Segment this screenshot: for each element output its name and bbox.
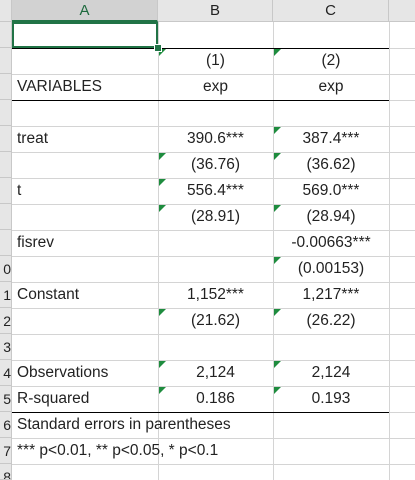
- treat-coef-2[interactable]: 387.4***: [302, 130, 360, 147]
- gridline: [12, 126, 415, 127]
- row-header[interactable]: 4: [0, 360, 12, 386]
- constant-coef-2[interactable]: 1,217***: [302, 286, 360, 303]
- row-header[interactable]: [0, 230, 12, 256]
- select-all-corner[interactable]: [0, 0, 12, 22]
- constant-se-1[interactable]: (21.62): [190, 312, 241, 329]
- row-header[interactable]: 0: [0, 256, 12, 282]
- fill-handle[interactable]: [154, 44, 162, 52]
- observations-1[interactable]: 2,124: [196, 364, 235, 381]
- t-coef-2[interactable]: 569.0***: [302, 182, 360, 199]
- text-number-indicator[interactable]: [274, 127, 281, 134]
- gridline: [12, 256, 415, 257]
- gridline: [158, 22, 159, 480]
- column-header-a[interactable]: A: [12, 0, 158, 22]
- rsquared-label[interactable]: R-squared: [17, 390, 90, 407]
- gridline: [12, 178, 415, 179]
- treat-label[interactable]: treat: [17, 130, 49, 147]
- row-header[interactable]: [0, 152, 12, 178]
- t-label[interactable]: t: [17, 182, 22, 199]
- gridline: [389, 22, 390, 480]
- observations-label[interactable]: Observations: [17, 364, 109, 381]
- gridline: [273, 22, 274, 480]
- constant-label[interactable]: Constant: [17, 286, 80, 303]
- gridline: [12, 74, 415, 75]
- dependent-var-1[interactable]: exp: [203, 78, 228, 95]
- text-number-indicator[interactable]: [274, 361, 281, 368]
- row-header[interactable]: [0, 74, 12, 100]
- fisrev-se-2[interactable]: (0.00153): [297, 260, 365, 277]
- t-coef-1[interactable]: 556.4***: [187, 182, 244, 199]
- text-number-indicator[interactable]: [159, 153, 166, 160]
- row-header[interactable]: 2: [0, 308, 12, 334]
- footnote-standard-errors[interactable]: Standard errors in parentheses: [17, 416, 231, 433]
- constant-coef-1[interactable]: 1,152***: [187, 286, 244, 303]
- text-number-indicator[interactable]: [159, 205, 166, 212]
- text-number-indicator[interactable]: [274, 387, 281, 394]
- text-number-indicator[interactable]: [274, 205, 281, 212]
- footnote-significance[interactable]: *** p<0.01, ** p<0.05, * p<0.1: [17, 442, 219, 459]
- text-number-indicator[interactable]: [159, 179, 166, 186]
- t-se-1[interactable]: (28.91): [190, 208, 241, 225]
- treat-se-1[interactable]: (36.76): [190, 156, 241, 173]
- gridline: [12, 308, 415, 309]
- column-header-c[interactable]: C: [273, 0, 389, 22]
- treat-se-2[interactable]: (36.62): [306, 156, 356, 173]
- gridline: [12, 360, 415, 361]
- gridline: [12, 464, 415, 465]
- row-header[interactable]: [0, 48, 12, 74]
- row-header[interactable]: 5: [0, 386, 12, 412]
- text-number-indicator[interactable]: [274, 257, 281, 264]
- table-header-rule: [12, 100, 389, 101]
- row-header[interactable]: [0, 126, 12, 152]
- gridline: [12, 282, 415, 283]
- table-bottom-rule: [12, 412, 389, 413]
- column-number-2[interactable]: (2): [321, 52, 341, 69]
- text-number-indicator[interactable]: [274, 49, 281, 56]
- text-number-indicator[interactable]: [274, 153, 281, 160]
- row-header[interactable]: 3: [0, 334, 12, 360]
- rsquared-1[interactable]: 0.186: [196, 390, 235, 407]
- table-top-rule: [12, 48, 389, 49]
- text-number-indicator[interactable]: [159, 309, 166, 316]
- row-header[interactable]: [0, 204, 12, 230]
- row-header[interactable]: 1: [0, 282, 12, 308]
- row-header[interactable]: [0, 22, 12, 48]
- rsquared-2[interactable]: 0.193: [311, 390, 351, 407]
- gridline: [12, 386, 415, 387]
- text-number-indicator[interactable]: [274, 309, 281, 316]
- text-number-indicator[interactable]: [159, 49, 166, 56]
- row-header[interactable]: 6: [0, 412, 12, 438]
- t-se-2[interactable]: (28.94): [306, 208, 356, 225]
- fisrev-coef-2[interactable]: -0.00663***: [291, 234, 371, 251]
- gridline: [12, 230, 415, 231]
- gridline: [12, 152, 415, 153]
- text-number-indicator[interactable]: [159, 361, 166, 368]
- row-header[interactable]: 7: [0, 438, 12, 464]
- gridline: [12, 204, 415, 205]
- gridline: [12, 438, 415, 439]
- fisrev-label[interactable]: fisrev: [17, 234, 55, 251]
- treat-coef-1[interactable]: 390.6***: [187, 130, 244, 147]
- dependent-var-2[interactable]: exp: [318, 78, 344, 95]
- constant-se-2[interactable]: (26.22): [306, 312, 356, 329]
- column-number-1[interactable]: (1): [206, 52, 225, 69]
- column-header-b[interactable]: B: [158, 0, 273, 22]
- row-header[interactable]: [0, 100, 12, 126]
- variables-label[interactable]: VARIABLES: [17, 78, 103, 95]
- text-number-indicator[interactable]: [159, 387, 166, 394]
- observations-2[interactable]: 2,124: [311, 364, 351, 381]
- row-header[interactable]: 8: [0, 464, 12, 480]
- column-header-d[interactable]: [389, 0, 415, 22]
- active-cell-selection[interactable]: [12, 22, 158, 48]
- gridline: [12, 334, 415, 335]
- row-header[interactable]: [0, 178, 12, 204]
